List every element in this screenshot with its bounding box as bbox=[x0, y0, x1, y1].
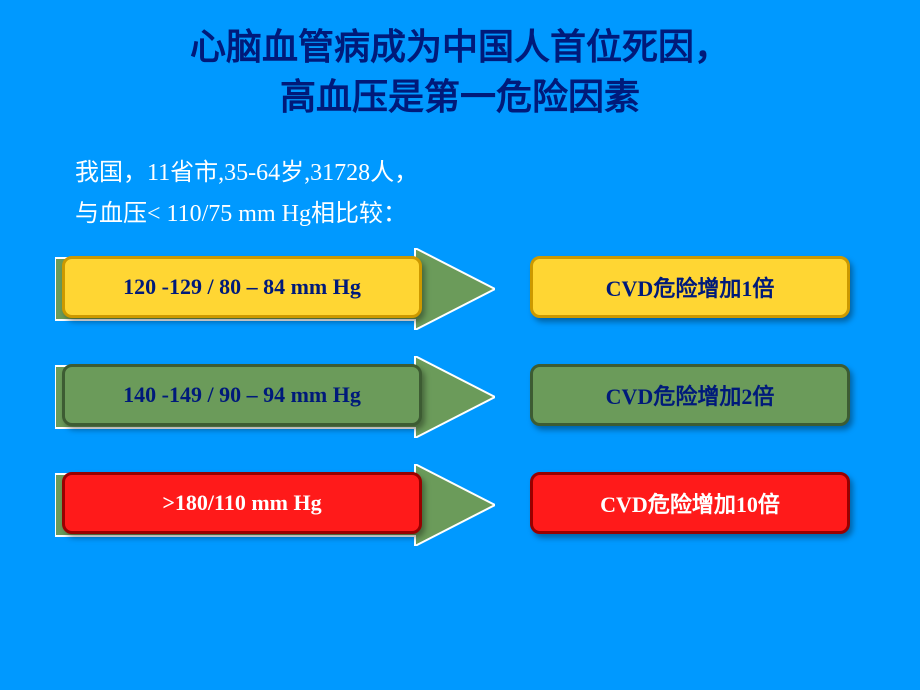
bp-label: 140 -149 / 90 – 94 mm Hg bbox=[123, 382, 361, 408]
intro-line-1: 我国，11省市,35-64岁,31728人， bbox=[75, 153, 920, 194]
risk-box: CVD危险增加2倍 bbox=[530, 364, 850, 426]
bp-label: >180/110 mm Hg bbox=[162, 490, 321, 516]
title-line-2: 高血压是第一危险因素 bbox=[0, 72, 920, 122]
rows-container: 120 -129 / 80 – 84 mm Hg CVD危险增加1倍 140 -… bbox=[0, 254, 920, 540]
risk-label: CVD危险增加2倍 bbox=[606, 379, 775, 411]
bp-risk-row: >180/110 mm Hg CVD危险增加10倍 bbox=[0, 470, 920, 540]
bp-box: >180/110 mm Hg bbox=[62, 472, 422, 534]
slide-title: 心脑血管病成为中国人首位死因， 高血压是第一危险因素 bbox=[0, 0, 920, 123]
risk-label: CVD危险增加10倍 bbox=[600, 487, 780, 519]
intro-line-2: 与血压< 110/75 mm Hg相比较： bbox=[75, 194, 920, 235]
bp-box: 120 -129 / 80 – 84 mm Hg bbox=[62, 256, 422, 318]
bp-risk-row: 140 -149 / 90 – 94 mm Hg CVD危险增加2倍 bbox=[0, 362, 920, 432]
bp-box: 140 -149 / 90 – 94 mm Hg bbox=[62, 364, 422, 426]
risk-box: CVD危险增加10倍 bbox=[530, 472, 850, 534]
risk-box: CVD危险增加1倍 bbox=[530, 256, 850, 318]
intro-text: 我国，11省市,35-64岁,31728人， 与血压< 110/75 mm Hg… bbox=[75, 153, 920, 235]
title-line-1: 心脑血管病成为中国人首位死因， bbox=[0, 22, 920, 72]
risk-label: CVD危险增加1倍 bbox=[606, 271, 775, 303]
bp-label: 120 -129 / 80 – 84 mm Hg bbox=[123, 274, 361, 300]
bp-risk-row: 120 -129 / 80 – 84 mm Hg CVD危险增加1倍 bbox=[0, 254, 920, 324]
